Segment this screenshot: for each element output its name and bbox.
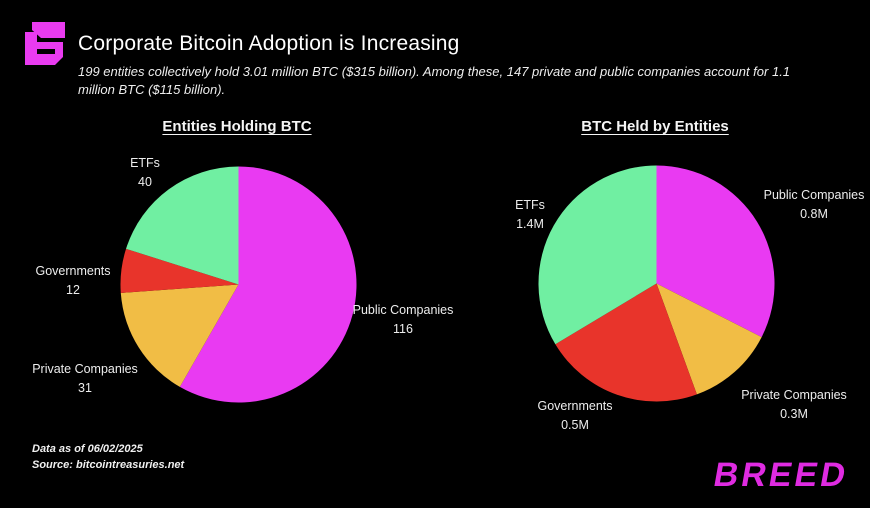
source-note: Source: bitcointreasuries.net <box>32 459 185 471</box>
pie-label-name: Governments <box>537 399 613 413</box>
pie-slice-private-companies <box>120 284 239 387</box>
breed-b-logo-icon <box>25 22 65 65</box>
pie-entities-holding-btc <box>120 166 357 403</box>
pie-label-name: Governments <box>35 264 111 278</box>
pie-label-private-companies-btc: Private Companies 0.3M <box>741 386 847 424</box>
pie-label-governments-count: Governments 12 <box>35 262 110 300</box>
pie-slice-etfs <box>126 166 239 285</box>
chart-title-btc-held-by-entities: BTC Held by Entities <box>581 118 729 135</box>
pie-label-value: 31 <box>78 380 92 395</box>
pie-slice-public-companies <box>179 166 357 403</box>
pie-label-value: 0.8M <box>800 206 828 221</box>
chart-title-entities-holding-btc: Entities Holding BTC <box>162 118 312 135</box>
pie-slice-governments <box>120 248 239 293</box>
pie-label-name: Public Companies <box>763 188 865 202</box>
pie-label-governments-btc: Governments 0.5M <box>537 397 612 435</box>
pie-label-name: ETFs <box>130 156 160 170</box>
pie-label-etfs-count: ETFs 40 <box>130 154 160 192</box>
pie-label-value: 0.3M <box>780 406 808 421</box>
pie-label-value: 0.5M <box>561 417 589 432</box>
pie-label-value: 40 <box>138 174 152 189</box>
pie-label-value: 1.4M <box>516 216 544 231</box>
pie-label-name: Public Companies <box>352 303 454 317</box>
data-as-of-note: Data as of 06/02/2025 <box>32 443 143 455</box>
pie-label-name: ETFs <box>515 198 545 212</box>
pie-label-private-companies-count: Private Companies 31 <box>32 360 138 398</box>
pie-label-name: Private Companies <box>741 388 847 402</box>
pie-label-etfs-btc: ETFs 1.4M <box>515 196 545 234</box>
page-title: Corporate Bitcoin Adoption is Increasing <box>78 32 460 55</box>
subtitle: 199 entities collectively hold 3.01 mill… <box>78 64 791 98</box>
pie-btc-held-by-entities <box>538 165 775 402</box>
pie-label-name: Private Companies <box>32 362 138 376</box>
pie-label-value: 12 <box>66 282 80 297</box>
pie-label-public-companies-count: Public Companies 116 <box>353 301 454 339</box>
pie-label-value: 116 <box>393 321 413 336</box>
breed-wordmark: BREED <box>710 456 852 494</box>
pie-slice-governments <box>555 283 697 402</box>
pie-slice-private-companies <box>656 283 762 395</box>
pie-slice-etfs <box>538 165 657 345</box>
pie-slice-public-companies <box>656 165 775 338</box>
pie-label-public-companies-btc: Public Companies 0.8M <box>764 186 865 224</box>
